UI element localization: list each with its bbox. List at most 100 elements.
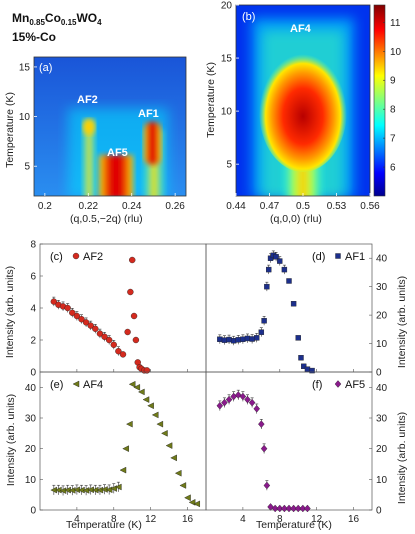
heatmap-b-af4-peak <box>259 48 347 172</box>
data-point <box>221 398 228 407</box>
panel-c-ylabel: Intensity (arb. units) <box>4 266 16 358</box>
ytick-label: 2 <box>30 336 36 347</box>
data-point <box>294 504 302 513</box>
heatmap-a-ylabel: Temperature (K) <box>4 92 16 168</box>
data-point <box>249 336 255 342</box>
ytick-label: 0 <box>30 506 36 517</box>
heatmap-b-axes: 0.44 0.47 0.5 0.53 0.56 5 10 15 20 <box>221 1 380 213</box>
ytick-label: 40 <box>25 383 37 394</box>
data-point <box>184 494 191 502</box>
data-point <box>174 469 182 477</box>
data-point <box>119 466 127 474</box>
heatmap-a-axes: 0.2 0.22 0.24 0.26 5 10 15 <box>19 62 185 212</box>
data-point <box>119 351 127 358</box>
data-point <box>110 341 117 348</box>
panel-label-e: (e) <box>50 379 63 391</box>
panel-label-d: (d) <box>312 251 325 263</box>
xtick-label: 8 <box>277 514 283 525</box>
xtick-label: 0.5 <box>296 201 310 212</box>
data-point <box>244 335 251 342</box>
data-point <box>273 254 279 260</box>
data-point <box>216 401 224 410</box>
data-point <box>267 503 274 511</box>
ytick-label: 10 <box>221 107 233 118</box>
panel-label-f: (f) <box>312 379 322 391</box>
ytick-label: 20 <box>25 444 37 455</box>
data-point <box>258 329 265 335</box>
panel-label-a: (a) <box>39 62 52 74</box>
data-point <box>126 420 133 428</box>
data-point <box>73 312 81 320</box>
data-point <box>114 483 122 491</box>
ytick-label: 20 <box>221 1 233 12</box>
data-point <box>226 336 232 343</box>
data-point <box>285 504 293 513</box>
heatmap-a-xlabel: (q,0.5,−2q) (rlu) <box>70 213 143 225</box>
data-point <box>276 504 284 513</box>
data-point <box>266 266 272 273</box>
ytick-label: 40 <box>376 254 388 265</box>
xtick-label: 16 <box>348 514 360 525</box>
data-point <box>179 482 187 489</box>
data-point <box>78 316 85 323</box>
data-point <box>281 266 288 273</box>
data-point <box>143 367 151 374</box>
colorbar-tick-label: 10 <box>390 47 402 58</box>
data-point <box>122 445 129 452</box>
ytick-label: 5 <box>24 162 30 173</box>
xtick-label: 8 <box>111 514 117 525</box>
heatmap-a: (a) AF2 AF5 AF1 0.2 0.22 0.24 0.26 5 10 15 (q,… <box>4 56 187 225</box>
ytick-label: 10 <box>25 475 37 486</box>
xtick-label: 12 <box>311 514 323 525</box>
data-point <box>132 336 140 344</box>
xtick-label: 0.56 <box>360 201 380 212</box>
data-point <box>260 444 268 453</box>
data-point <box>72 252 80 260</box>
panel-f-xlabel: Temperature (K) <box>256 519 332 531</box>
data-point <box>161 430 168 437</box>
data-point <box>221 337 228 343</box>
data-point <box>230 338 237 344</box>
data-point <box>156 420 164 428</box>
ytick-label: 20 <box>376 444 388 455</box>
data-point <box>87 322 94 329</box>
panel-label-c: (c) <box>50 251 63 263</box>
xtick-label: 0.2 <box>38 201 52 212</box>
data-point <box>235 337 241 343</box>
panel-label-b: (b) <box>242 11 255 23</box>
heatmap-b-xlabel: (q,0,0) (rlu) <box>270 213 322 225</box>
data-point <box>290 301 297 307</box>
data-point <box>151 411 159 419</box>
data-point <box>127 288 134 296</box>
data-point <box>248 398 256 407</box>
data-point <box>335 253 341 259</box>
ytick-label: 15 <box>19 62 31 73</box>
data-point <box>295 335 301 341</box>
xtick-label: 0.24 <box>122 201 142 212</box>
ytick-label: 6 <box>30 272 36 283</box>
data-point <box>217 336 223 342</box>
data-point <box>130 312 138 320</box>
legend-f: AF5 <box>345 379 365 391</box>
data-point <box>92 325 99 332</box>
data-point <box>133 384 141 391</box>
colorbar-tick-label: 9 <box>390 76 396 87</box>
ytick-label: 30 <box>376 282 388 293</box>
data-point <box>170 454 177 462</box>
data-point <box>281 504 288 513</box>
ytick-label: 0 <box>376 506 382 517</box>
data-point <box>105 336 113 344</box>
peak-label-af1: AF1 <box>138 108 159 120</box>
data-point <box>64 304 71 312</box>
legend-c: AF2 <box>83 251 103 263</box>
panel-d: 0 10 20 30 40 (d) AF1 <box>205 243 388 379</box>
colorbar-ticks: 6 7 8 9 10 11 <box>383 18 402 174</box>
data-point <box>309 367 315 374</box>
plot-frame <box>205 243 373 373</box>
data-point <box>244 395 251 404</box>
data-point <box>193 500 200 508</box>
xtick-label: 16 <box>182 514 194 525</box>
panel-c: 0 2 4 6 8 (c) AF2 <box>30 240 207 379</box>
data-point <box>261 318 267 324</box>
data-point <box>72 380 80 388</box>
